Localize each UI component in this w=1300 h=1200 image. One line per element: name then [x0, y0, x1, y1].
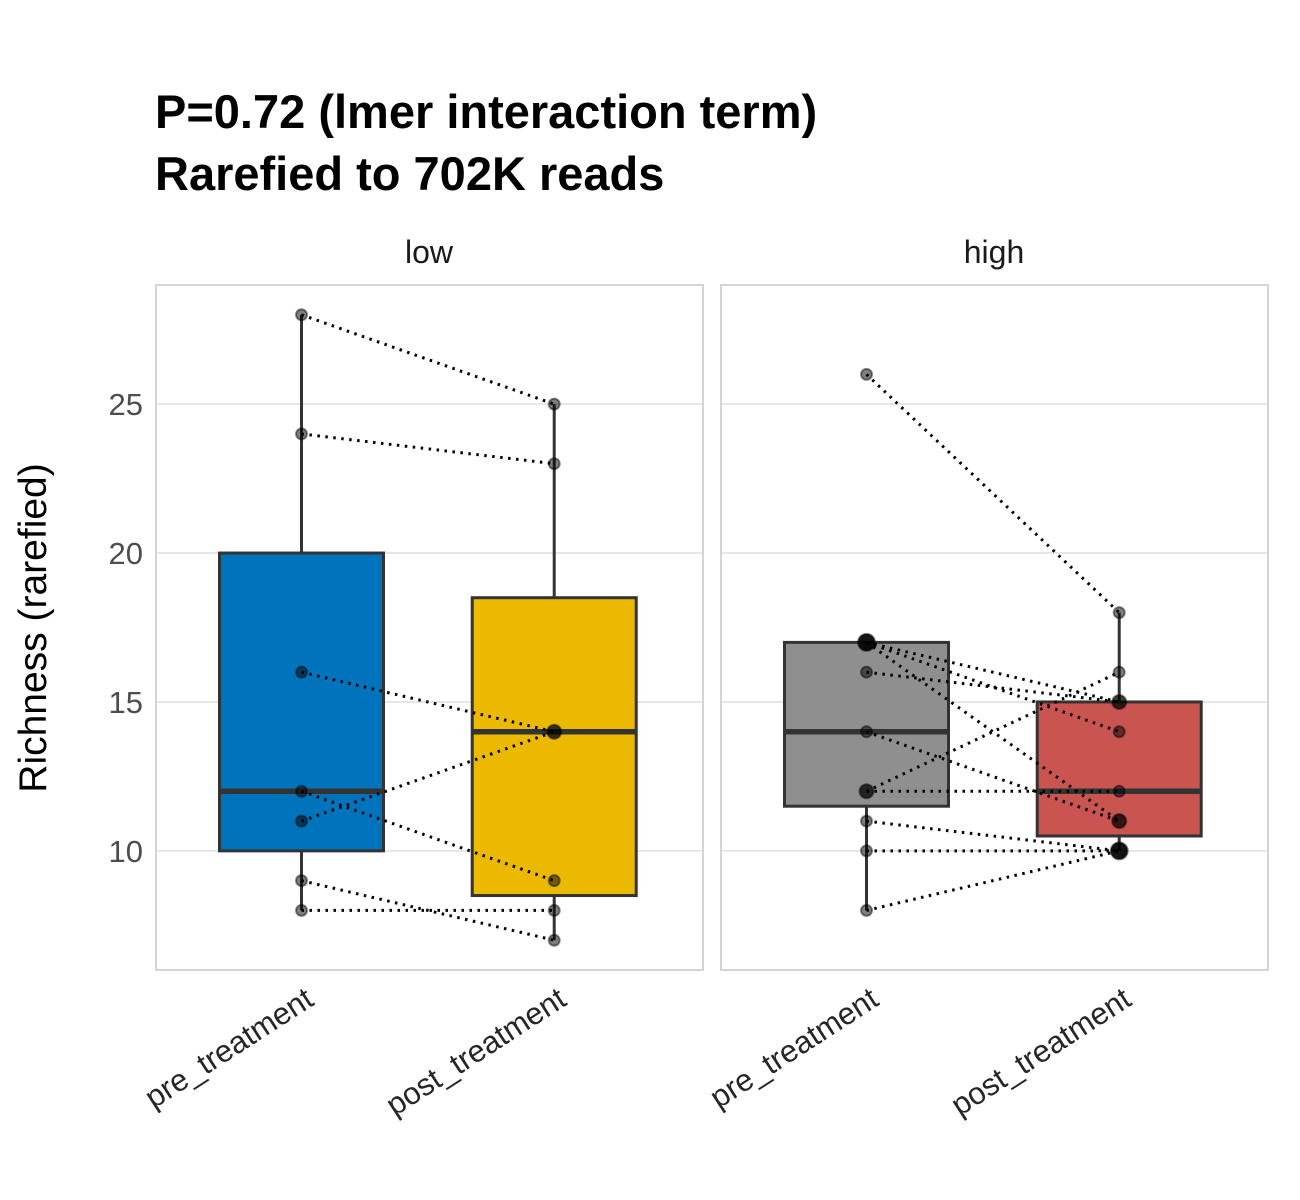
pair-line — [866, 819, 1120, 853]
pair-line — [301, 432, 555, 466]
data-point — [547, 933, 561, 947]
pair-line — [865, 373, 1121, 614]
panel-high: pre_treatment post_treatment — [703, 284, 1269, 1123]
data-point — [547, 457, 561, 471]
data-point — [1112, 725, 1126, 739]
plot-title-line1: P=0.72 (lmer interaction term) — [155, 85, 817, 138]
panel-border-high — [720, 284, 1269, 971]
data-point — [860, 665, 874, 679]
panel-border-low — [155, 284, 704, 971]
panel-low: pre_treatment post_treatment — [138, 284, 704, 1123]
box-low-pre_treatment — [218, 551, 386, 853]
data-point — [295, 784, 309, 798]
pair-line — [865, 670, 1120, 793]
y-tick-label-20: 20 — [109, 536, 143, 571]
y-axis-title: Richness (rarefied) — [12, 463, 55, 792]
data-point — [295, 308, 309, 322]
data-point — [860, 725, 874, 739]
data-point — [1112, 784, 1126, 798]
x-tick-label-low-pre_treatment: pre_treatment — [138, 980, 319, 1115]
box-high-post_treatment — [1035, 700, 1203, 838]
x-tick-label-low-post_treatment: post_treatment — [380, 980, 573, 1122]
plot-title-line2: Rarefied to 702K reads — [155, 147, 664, 200]
data-point — [860, 903, 874, 917]
facet-label-high: high — [964, 234, 1025, 270]
data-point — [858, 783, 875, 800]
pair-line — [301, 879, 555, 942]
data-point — [295, 874, 309, 888]
data-point — [295, 427, 309, 441]
data-point — [295, 665, 309, 679]
data-point — [295, 814, 309, 828]
pair-line — [866, 849, 1120, 912]
x-tick-label-high-pre_treatment: pre_treatment — [703, 980, 884, 1115]
data-point — [546, 723, 563, 740]
data-point — [860, 844, 874, 858]
data-point — [547, 903, 561, 917]
y-tick-label-15: 15 — [109, 685, 143, 720]
box-low-post_treatment — [470, 596, 638, 898]
pair-line — [866, 670, 1120, 704]
data-point — [1112, 606, 1126, 620]
data-point — [1112, 665, 1126, 679]
data-point — [857, 632, 877, 652]
pair-line — [301, 670, 555, 734]
pair-line — [301, 313, 555, 406]
data-point — [860, 367, 874, 381]
facet-label-low: low — [405, 234, 454, 270]
y-tick-label-25: 25 — [109, 387, 143, 422]
data-point — [295, 903, 309, 917]
data-point — [1111, 813, 1128, 830]
panels-group: pre_treatment post_treatment pre_treatment… — [109, 284, 1269, 1123]
pair-line — [865, 641, 1121, 823]
data-point — [1109, 841, 1129, 861]
data-point — [860, 814, 874, 828]
y-tick-label-10: 10 — [109, 834, 143, 869]
data-point — [547, 397, 561, 411]
x-tick-label-high-post_treatment: post_treatment — [945, 980, 1138, 1122]
data-point — [547, 874, 561, 888]
data-point — [1111, 693, 1128, 710]
